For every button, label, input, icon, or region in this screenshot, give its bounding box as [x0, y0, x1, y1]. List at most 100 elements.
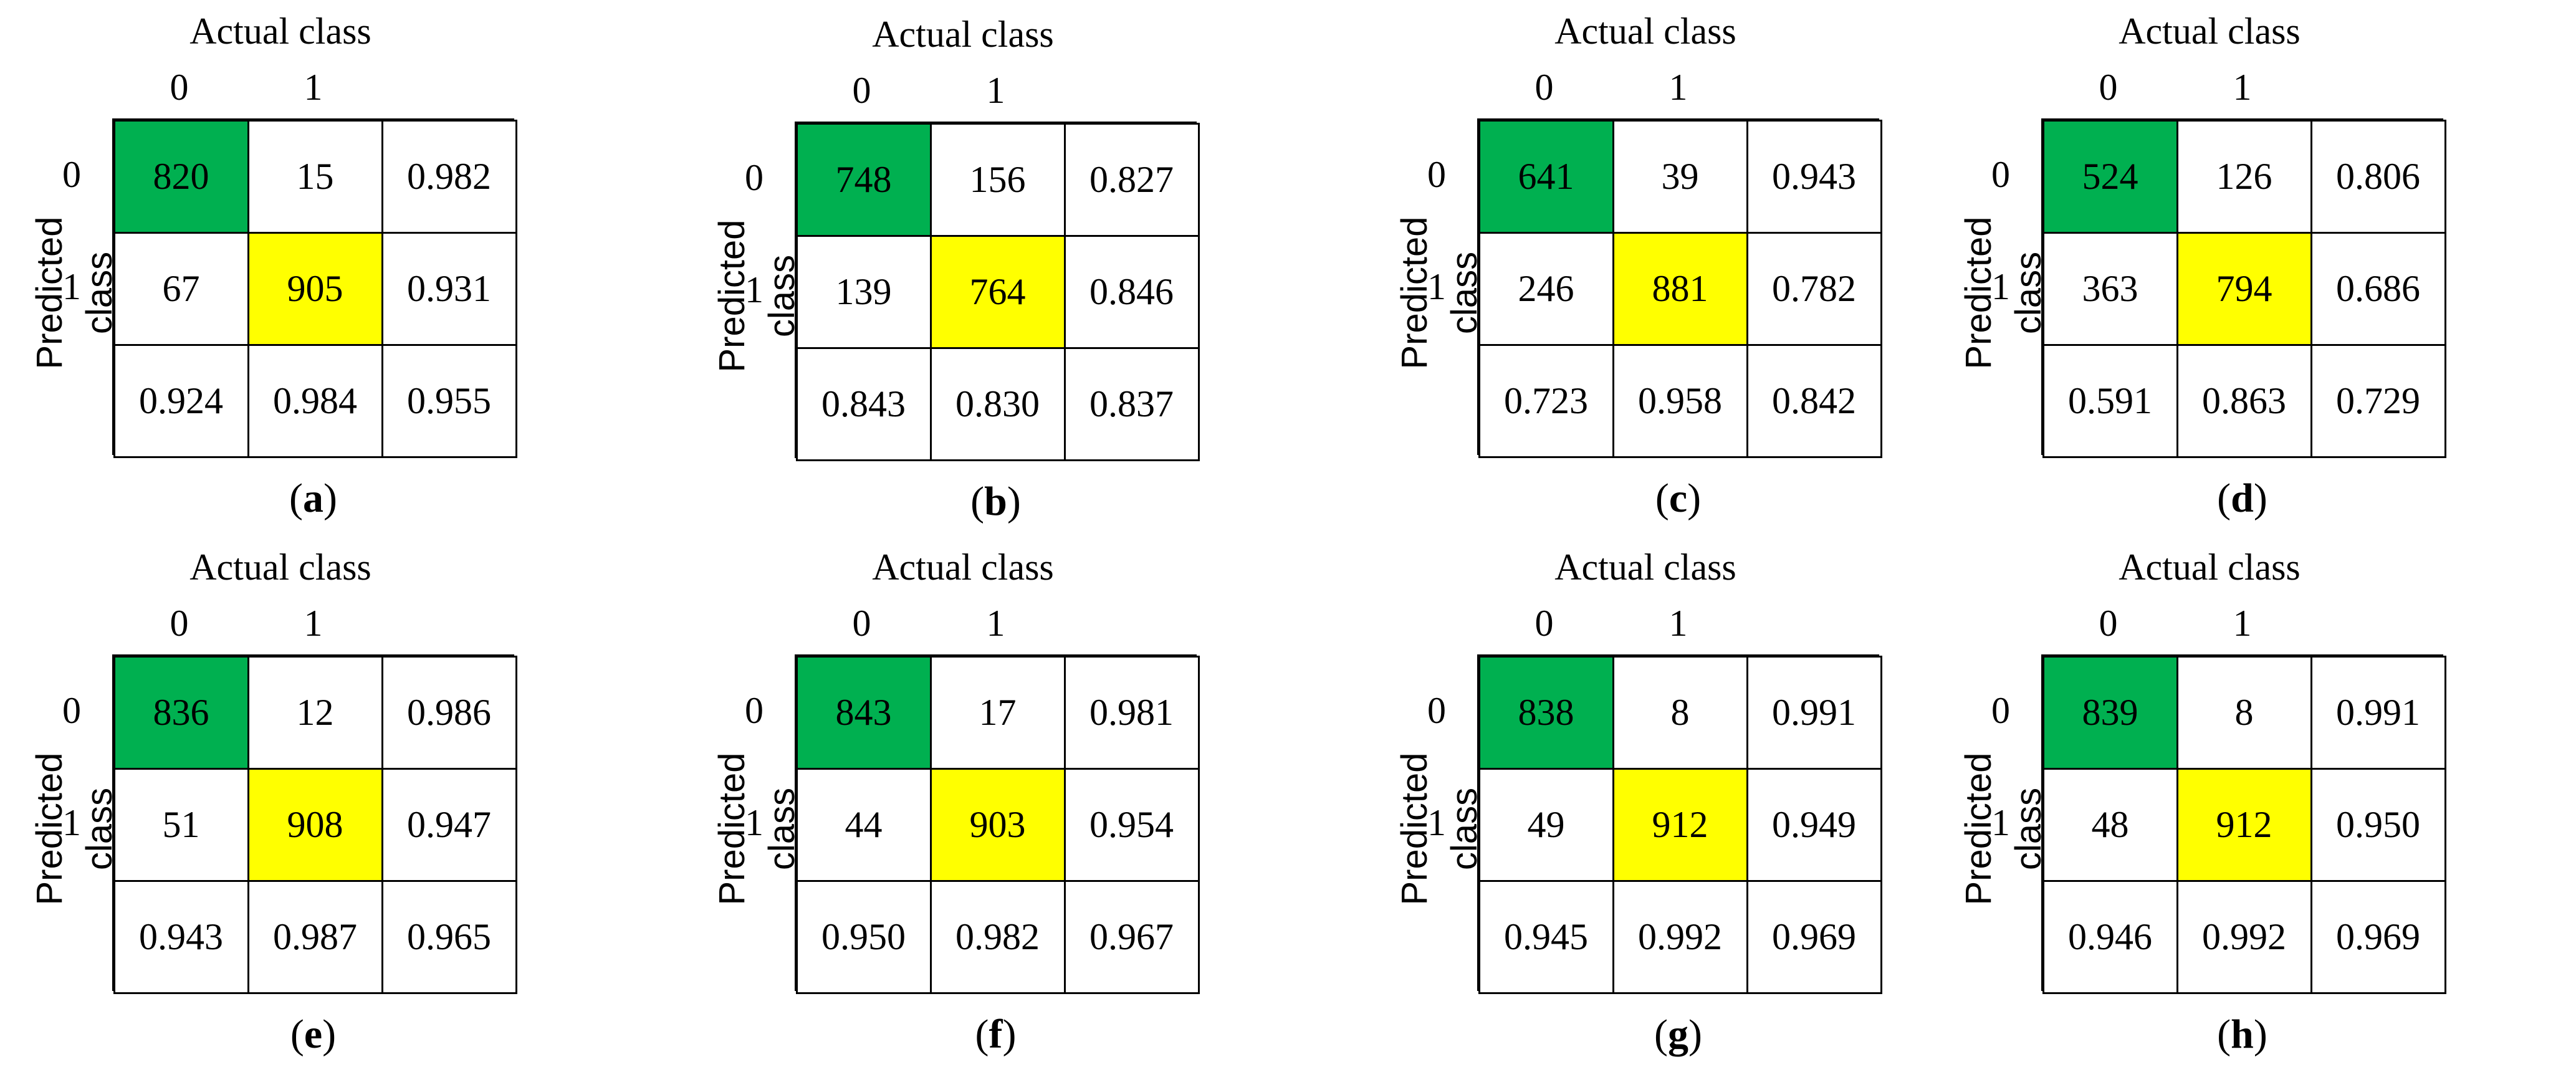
matrix-grid: 838 8 0.991 49 912 0.949 0.945 0.992 0.9… [1477, 654, 1882, 994]
cell-false-negative: 156 [929, 122, 1066, 237]
caption-letter: d [2231, 476, 2254, 521]
col-label-1: 1 [304, 603, 323, 644]
col-label-0: 0 [170, 67, 189, 108]
panel-caption: (f) [975, 1012, 1017, 1057]
col-label-1: 1 [986, 70, 1005, 111]
matrix-grid: 641 39 0.943 246 881 0.782 0.723 0.958 0… [1477, 118, 1882, 458]
row-label-1: 1 [1427, 266, 1446, 307]
panel-caption: (b) [970, 479, 1021, 524]
cell-overall-metric: 0.969 [2310, 879, 2446, 994]
cell-true-negative: 838 [1478, 655, 1614, 770]
cell-col-1-metric: 0.992 [1612, 879, 1748, 994]
row-label-0: 0 [1427, 154, 1446, 195]
cell-false-negative: 12 [247, 655, 383, 770]
cell-true-negative: 820 [113, 119, 249, 234]
col-label-1: 1 [2233, 67, 2252, 108]
col-label-0: 0 [1535, 67, 1554, 108]
col-label-0: 0 [2099, 603, 2118, 644]
cell-false-positive: 139 [795, 234, 932, 349]
panel-b: Actual class 0 1 Predicted class 0 1 748… [682, 3, 1306, 539]
row-label-0: 0 [745, 690, 764, 731]
matrix-grid: 836 12 0.986 51 908 0.947 0.943 0.987 0.… [112, 654, 517, 994]
cell-row-1-metric: 0.954 [1063, 767, 1200, 882]
cell-false-positive: 363 [2042, 231, 2178, 346]
cell-col-1-metric: 0.984 [247, 343, 383, 458]
cell-false-negative: 15 [247, 119, 383, 234]
cell-true-positive: 881 [1612, 231, 1748, 346]
cell-false-negative: 17 [929, 655, 1066, 770]
caption-letter: g [1668, 1012, 1688, 1057]
caption-letter: e [304, 1012, 323, 1057]
matrix-grid: 524 126 0.806 363 794 0.686 0.591 0.863 … [2041, 118, 2446, 458]
cell-row-1-metric: 0.931 [381, 231, 517, 346]
cell-overall-metric: 0.837 [1063, 347, 1200, 461]
cell-col-0-metric: 0.943 [113, 879, 249, 994]
row-label-1: 1 [1991, 266, 2010, 307]
cell-true-positive: 908 [247, 767, 383, 882]
cell-row-1-metric: 0.686 [2310, 231, 2446, 346]
cell-overall-metric: 0.967 [1063, 879, 1200, 994]
panel-h: Actual class 0 1 Predicted class 0 1 839… [1929, 536, 2552, 1072]
cell-overall-metric: 0.729 [2310, 343, 2446, 458]
row-label-0: 0 [1427, 690, 1446, 731]
panel-d: Actual class 0 1 Predicted class 0 1 524… [1929, 0, 2552, 536]
row-label-1: 1 [62, 266, 81, 307]
row-label-1: 1 [62, 802, 81, 843]
actual-class-title: Actual class [1554, 547, 1736, 588]
panel-caption: (a) [289, 476, 337, 521]
cell-col-1-metric: 0.992 [2176, 879, 2312, 994]
cell-true-negative: 524 [2042, 119, 2178, 234]
cell-true-negative: 836 [113, 655, 249, 770]
cell-row-0-metric: 0.982 [381, 119, 517, 234]
cell-false-positive: 44 [795, 767, 932, 882]
cell-true-positive: 903 [929, 767, 1066, 882]
col-label-0: 0 [2099, 67, 2118, 108]
cell-col-0-metric: 0.946 [2042, 879, 2178, 994]
col-label-1: 1 [986, 603, 1005, 644]
cell-col-1-metric: 0.982 [929, 879, 1066, 994]
actual-class-title: Actual class [2119, 547, 2301, 588]
col-label-1: 1 [1669, 603, 1688, 644]
cell-col-0-metric: 0.950 [795, 879, 932, 994]
actual-class-title: Actual class [872, 14, 1054, 55]
cell-col-1-metric: 0.863 [2176, 343, 2312, 458]
col-label-0: 0 [852, 603, 871, 644]
cell-col-0-metric: 0.843 [795, 347, 932, 461]
panel-caption: (c) [1655, 476, 1702, 521]
caption-letter: a [303, 476, 323, 521]
caption-letter: c [1669, 476, 1688, 521]
cell-false-negative: 8 [1612, 655, 1748, 770]
cell-row-0-metric: 0.986 [381, 655, 517, 770]
cell-col-1-metric: 0.958 [1612, 343, 1748, 458]
matrix-grid: 820 15 0.982 67 905 0.931 0.924 0.984 0.… [112, 118, 517, 458]
cell-row-0-metric: 0.991 [2310, 655, 2446, 770]
panel-c: Actual class 0 1 Predicted class 0 1 641… [1365, 0, 1988, 536]
cell-col-0-metric: 0.945 [1478, 879, 1614, 994]
row-label-0: 0 [62, 690, 81, 731]
col-label-1: 1 [2233, 603, 2252, 644]
col-label-1: 1 [1669, 67, 1688, 108]
cell-row-0-metric: 0.943 [1746, 119, 1882, 234]
caption-letter: b [984, 479, 1007, 524]
cell-row-1-metric: 0.846 [1063, 234, 1200, 349]
cell-true-positive: 764 [929, 234, 1066, 349]
cell-row-0-metric: 0.827 [1063, 122, 1200, 237]
cell-true-negative: 641 [1478, 119, 1614, 234]
panel-caption: (h) [2217, 1012, 2267, 1057]
row-label-0: 0 [745, 157, 764, 198]
col-label-0: 0 [170, 603, 189, 644]
cell-true-positive: 912 [1612, 767, 1748, 882]
row-label-0: 0 [62, 154, 81, 195]
cell-true-positive: 912 [2176, 767, 2312, 882]
cell-false-positive: 67 [113, 231, 249, 346]
row-label-1: 1 [1427, 802, 1446, 843]
cell-col-0-metric: 0.591 [2042, 343, 2178, 458]
cell-false-negative: 39 [1612, 119, 1748, 234]
panel-g: Actual class 0 1 Predicted class 0 1 838… [1365, 536, 1988, 1072]
cell-true-negative: 843 [795, 655, 932, 770]
cell-row-1-metric: 0.947 [381, 767, 517, 882]
matrix-grid: 748 156 0.827 139 764 0.846 0.843 0.830 … [795, 122, 1200, 461]
cell-false-positive: 48 [2042, 767, 2178, 882]
cell-true-positive: 905 [247, 231, 383, 346]
